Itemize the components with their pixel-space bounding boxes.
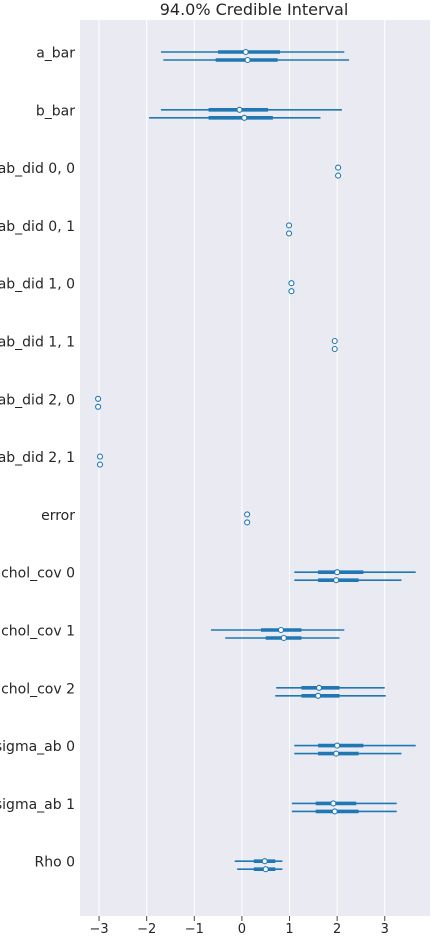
variable-label: ab_did 0, 1 bbox=[0, 219, 75, 235]
x-tick-label: −1 bbox=[185, 922, 204, 936]
median-point bbox=[241, 114, 248, 121]
median-point bbox=[95, 395, 102, 402]
median-point bbox=[277, 626, 285, 634]
median-point bbox=[242, 48, 249, 56]
median-point bbox=[96, 461, 104, 468]
median-point bbox=[236, 106, 243, 113]
x-axis-ticks: −3 −2 −1 0 1 2 3 bbox=[89, 916, 389, 937]
variable-label: ab_did 1, 1 bbox=[0, 335, 75, 351]
median-point bbox=[288, 288, 295, 295]
variable-labels: a_bar b_bar ab_did 0, 0 ab_did 0, 1 ab_did 1… bbox=[0, 46, 75, 871]
median-point bbox=[288, 280, 295, 287]
median-point bbox=[244, 511, 251, 518]
variable-label: chol_cov 1 bbox=[1, 624, 75, 640]
median-point bbox=[95, 403, 102, 410]
median-point bbox=[331, 345, 338, 353]
chart-title: 94.0% Credible Interval bbox=[160, 0, 349, 19]
median-point bbox=[331, 808, 338, 815]
median-point bbox=[334, 742, 341, 749]
median-point bbox=[280, 634, 287, 642]
interval-marks bbox=[95, 48, 416, 873]
x-tick-label: −3 bbox=[89, 922, 108, 936]
median-point bbox=[315, 684, 323, 691]
median-point bbox=[331, 337, 338, 345]
median-point bbox=[334, 569, 341, 576]
median-point bbox=[333, 577, 340, 584]
variable-label: ab_did 2, 1 bbox=[0, 450, 75, 466]
x-tick-label: 2 bbox=[333, 922, 341, 936]
x-tick-label: 3 bbox=[381, 922, 389, 936]
median-point bbox=[315, 692, 322, 699]
variable-label: Rho 0 bbox=[34, 855, 75, 871]
x-tick-label: 1 bbox=[285, 922, 293, 936]
median-point bbox=[244, 519, 251, 526]
median-point bbox=[335, 164, 342, 171]
median-point bbox=[262, 866, 269, 873]
x-tick-label: −2 bbox=[137, 922, 156, 936]
variable-label: chol_cov 2 bbox=[1, 681, 75, 697]
variable-label: ab_did 1, 0 bbox=[0, 277, 75, 293]
median-point bbox=[333, 750, 340, 757]
plot-background bbox=[80, 20, 430, 916]
variable-label: b_bar bbox=[36, 103, 75, 119]
variable-label: error bbox=[41, 508, 75, 524]
variable-label: ab_did 2, 0 bbox=[0, 392, 75, 408]
variable-label: ab_did 0, 0 bbox=[0, 161, 75, 177]
median-point bbox=[96, 453, 104, 460]
median-point bbox=[335, 172, 342, 179]
x-tick-label: 0 bbox=[238, 922, 246, 936]
median-point bbox=[285, 222, 293, 229]
median-point bbox=[261, 858, 268, 865]
variable-label: chol_cov 0 bbox=[1, 566, 75, 582]
median-point bbox=[285, 230, 293, 237]
variable-label: a_bar bbox=[36, 46, 75, 62]
variable-label: sigma_ab 0 bbox=[0, 739, 75, 755]
median-point bbox=[330, 800, 337, 807]
median-point bbox=[244, 56, 251, 64]
variable-label: sigma_ab 1 bbox=[0, 797, 75, 813]
